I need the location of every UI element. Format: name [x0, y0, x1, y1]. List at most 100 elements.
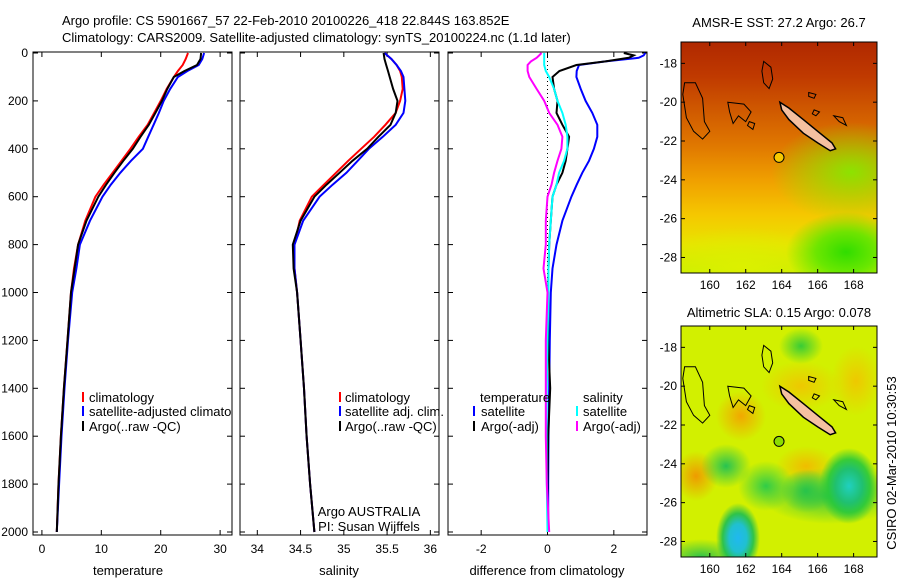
- x-tick-label: 35.5: [375, 542, 399, 556]
- difference-panel: -2 0 2: [447, 51, 648, 556]
- legend-swatch-climatology: [339, 392, 341, 402]
- sst-map: 160 162 164 166 168 -18 -20 -22 -24 -26 -28: [660, 41, 878, 292]
- argo-profile-location-marker: [773, 151, 785, 163]
- figure-title-line1: Argo profile: CS 5901667_57 22-Feb-2010 …: [62, 13, 510, 28]
- coastline-contour: [746, 404, 756, 415]
- legend-label: climatology: [345, 390, 411, 405]
- legend-label: satellite: [481, 404, 525, 419]
- sla-map-axes-box: [680, 325, 878, 558]
- x-tick-label: 34.5: [289, 542, 313, 556]
- y-tick-label: -26: [660, 496, 678, 510]
- x-tick-label: 10: [95, 542, 109, 556]
- y-tick-label: 200: [8, 94, 28, 108]
- x-tick-label: 0: [544, 542, 551, 556]
- x-tick-label: 166: [808, 562, 828, 576]
- coastline-contour: [761, 344, 774, 374]
- x-tick-label: 164: [772, 278, 792, 292]
- x-tick-label: 0: [39, 542, 46, 556]
- legend-label: climatology: [89, 390, 155, 405]
- salinity-panel: 34 34.5 35 35.5 36: [239, 51, 440, 556]
- y-tick-label: -20: [660, 379, 678, 393]
- coastline-contour: [811, 393, 821, 401]
- x-tick-label: 35: [337, 542, 351, 556]
- x-tick-label: 168: [844, 562, 864, 576]
- legend-label: satellite-adjusted climatology: [89, 404, 256, 419]
- x-tick-label: 166: [808, 278, 828, 292]
- coastline-contour: [682, 82, 711, 140]
- coastline-contour: [808, 91, 817, 99]
- argo-australia-label: Argo AUSTRALIA: [318, 504, 421, 519]
- legend-label: Argo(..raw -QC): [89, 419, 181, 434]
- legend-swatch-climatology: [82, 392, 84, 402]
- y-tick-label: -28: [660, 250, 678, 264]
- y-tick-label: 800: [8, 238, 28, 252]
- legend-swatch-temp-satellite: [473, 406, 475, 416]
- coastline-contour: [832, 114, 848, 127]
- legend-label: satellite: [583, 404, 627, 419]
- coastline-contour: [682, 366, 711, 424]
- temperature-xlabel: temperature: [93, 563, 163, 578]
- coastline-contour: [727, 385, 752, 409]
- y-tick-label: 0: [21, 46, 28, 60]
- y-tick-label: -18: [660, 56, 678, 70]
- temperature-legend: climatology satellite-adjusted climatolo…: [82, 390, 256, 434]
- y-tick-label: -22: [660, 418, 678, 432]
- x-tick-label: 160: [700, 562, 720, 576]
- new-caledonia-landmass: [778, 100, 837, 152]
- coastline-contour: [746, 120, 756, 131]
- y-tick-label: 1800: [1, 477, 28, 491]
- coastline-contour: [808, 375, 817, 383]
- y-tick-label: -24: [660, 173, 678, 187]
- legend-swatch-temp-argo: [473, 421, 475, 431]
- legend-swatch-argo: [82, 421, 84, 431]
- series-line-salinity-satellite: [543, 53, 569, 533]
- argo-profile-location-marker: [773, 435, 785, 447]
- salinity-xlabel: salinity: [319, 563, 359, 578]
- y-tick-label: 400: [8, 142, 28, 156]
- legend-swatch-argo: [339, 421, 341, 431]
- temperature-axes-box: [32, 51, 233, 536]
- csiro-timestamp: CSIRO 02-Mar-2010 10:30:53: [884, 376, 899, 549]
- y-tick-label: 600: [8, 190, 28, 204]
- y-tick-label: -18: [660, 340, 678, 354]
- y-tick-label: -24: [660, 457, 678, 471]
- x-tick-label: 162: [736, 278, 756, 292]
- legend-label: Argo(-adj): [481, 419, 539, 434]
- y-tick-label: 1400: [1, 381, 28, 395]
- coastline-contour: [832, 398, 848, 411]
- x-tick-label: 36: [424, 542, 438, 556]
- pi-label: PI: Susan Wijffels: [318, 519, 420, 534]
- y-tick-label: -28: [660, 534, 678, 548]
- y-tick-label: 1000: [1, 286, 28, 300]
- x-tick-label: 34: [251, 542, 265, 556]
- difference-legend: temperature satellite Argo(-adj) salinit…: [473, 390, 641, 434]
- legend-swatch-satellite: [82, 406, 84, 416]
- series-line-argo-raw-qc-: [55, 52, 203, 533]
- x-tick-label: 20: [154, 542, 168, 556]
- series-line-temperature-satellite: [547, 52, 647, 532]
- salinity-axes-box: [239, 51, 440, 536]
- x-tick-label: 168: [844, 278, 864, 292]
- x-tick-label: 2: [610, 542, 617, 556]
- sla-map-title: Altimetric SLA: 0.15 Argo: 0.078: [687, 305, 871, 320]
- legend-header-salinity: salinity: [583, 390, 623, 405]
- sst-map-axes-box: [680, 41, 878, 274]
- series-line-salinity-argo-adj-: [526, 52, 564, 533]
- y-tick-label: -20: [660, 95, 678, 109]
- coastline-contour: [761, 60, 774, 90]
- legend-label: Argo(..raw -QC): [345, 419, 437, 434]
- difference-xlabel: difference from climatology: [469, 563, 625, 578]
- legend-swatch-sal-argo: [576, 421, 578, 431]
- temperature-panel: 0 200 400 600 800 1000 1200 1400 1600 1800 2000 0 10…: [1, 46, 233, 556]
- series-line-argo-raw-qc-: [291, 52, 399, 533]
- coastline-contour: [727, 101, 752, 125]
- x-tick-label: 160: [700, 278, 720, 292]
- legend-label: Argo(-adj): [583, 419, 641, 434]
- figure-title-line2: Climatology: CARS2009. Satellite-adjuste…: [62, 30, 571, 45]
- legend-label: satellite adj. clim.: [345, 404, 444, 419]
- coastline-contour: [811, 109, 821, 117]
- y-tick-label: 2000: [1, 525, 28, 539]
